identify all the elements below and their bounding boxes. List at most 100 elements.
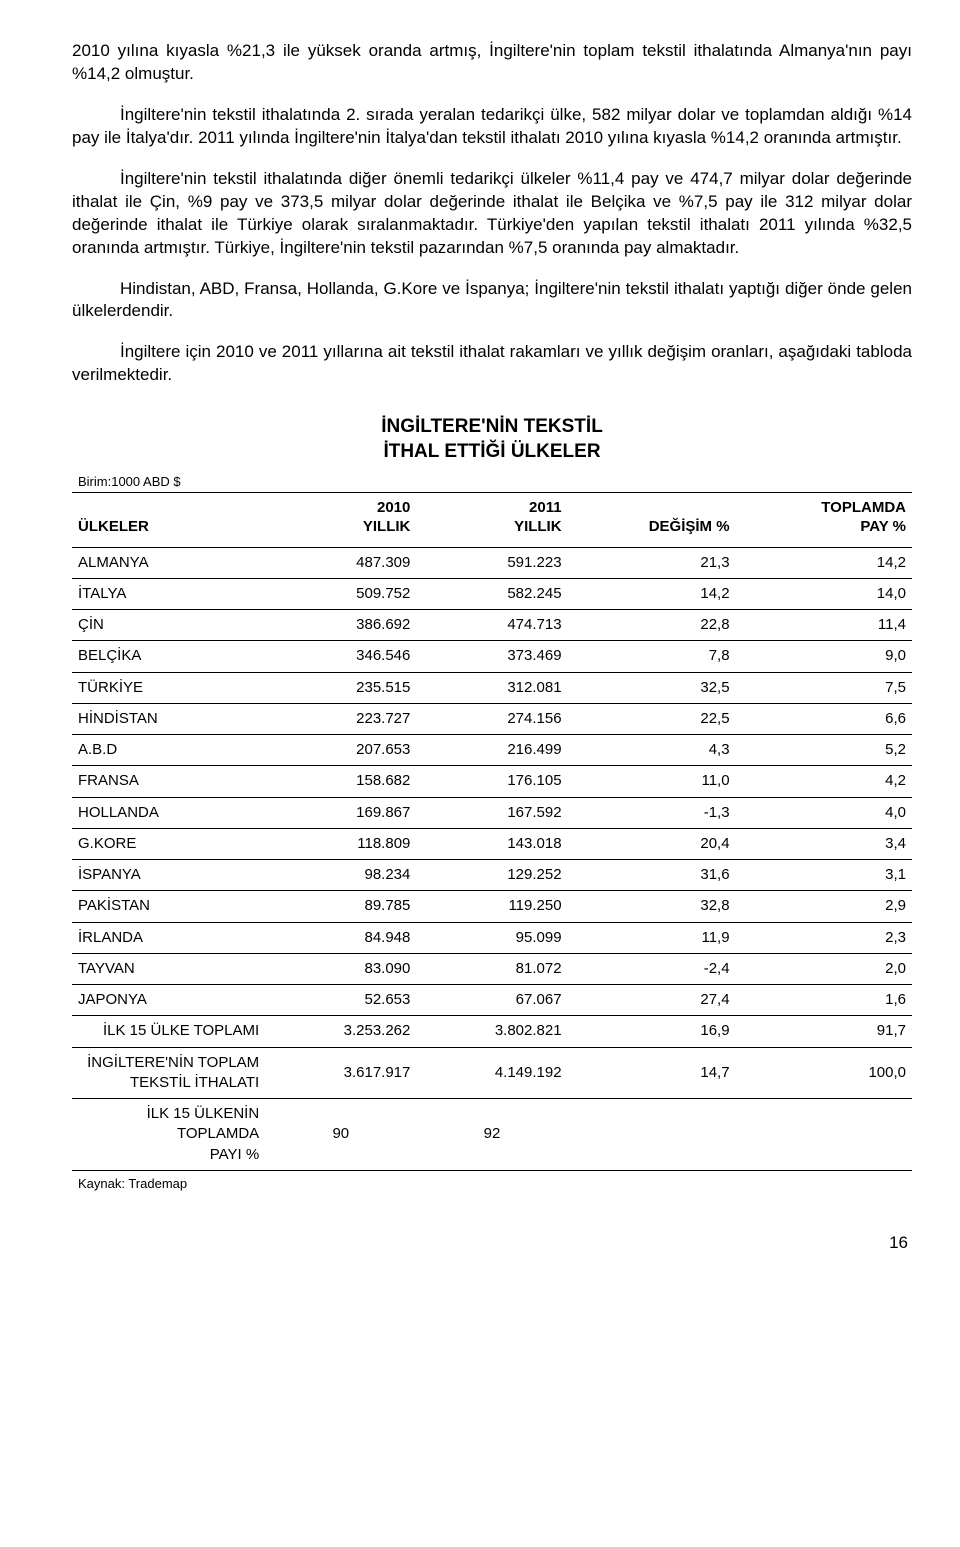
- cell-country: TAYVAN: [72, 953, 265, 984]
- import-table: ÜLKELER 2010 YILLIK 2011 YILLIK DEĞİŞİM …: [72, 493, 912, 1171]
- cell-country: PAKİSTAN: [72, 891, 265, 922]
- cell-2011: 143.018: [416, 828, 567, 859]
- cell-change: 21,3: [568, 547, 736, 578]
- cell-2010: 207.653: [265, 735, 416, 766]
- page-number: 16: [72, 1232, 912, 1255]
- table-row: G.KORE118.809143.01820,43,4: [72, 828, 912, 859]
- cell-change: 11,0: [568, 766, 736, 797]
- cell-share: 11,4: [736, 610, 912, 641]
- summary-label: İNGİLTERE'NİN TOPLAMTEKSTİL İTHALATI: [72, 1047, 265, 1099]
- cell-country: JAPONYA: [72, 985, 265, 1016]
- cell-change: 20,4: [568, 828, 736, 859]
- cell-country: İTALYA: [72, 578, 265, 609]
- cell-change: 32,8: [568, 891, 736, 922]
- table-row: TAYVAN83.09081.072-2,42,0: [72, 953, 912, 984]
- summary-change: [568, 1099, 736, 1171]
- cell-2011: 119.250: [416, 891, 567, 922]
- cell-change: 22,5: [568, 703, 736, 734]
- paragraph-4: Hindistan, ABD, Fransa, Hollanda, G.Kore…: [72, 278, 912, 324]
- cell-2010: 52.653: [265, 985, 416, 1016]
- th-share: TOPLAMDA PAY %: [736, 493, 912, 547]
- cell-2010: 98.234: [265, 860, 416, 891]
- cell-2011: 216.499: [416, 735, 567, 766]
- cell-2011: 582.245: [416, 578, 567, 609]
- summary-label: İLK 15 ÜLKENİN TOPLAMDAPAYI %: [72, 1099, 265, 1171]
- cell-country: İSPANYA: [72, 860, 265, 891]
- th-country: ÜLKELER: [72, 493, 265, 547]
- cell-2010: 235.515: [265, 672, 416, 703]
- cell-share: 3,4: [736, 828, 912, 859]
- cell-share: 4,0: [736, 797, 912, 828]
- table-body: ALMANYA487.309591.22321,314,2İTALYA509.7…: [72, 547, 912, 1016]
- summary-change: 16,9: [568, 1016, 736, 1047]
- table-row: ALMANYA487.309591.22321,314,2: [72, 547, 912, 578]
- summary-row: İNGİLTERE'NİN TOPLAMTEKSTİL İTHALATI3.61…: [72, 1047, 912, 1099]
- cell-country: G.KORE: [72, 828, 265, 859]
- cell-share: 7,5: [736, 672, 912, 703]
- cell-change: -2,4: [568, 953, 736, 984]
- cell-share: 9,0: [736, 641, 912, 672]
- cell-2011: 274.156: [416, 703, 567, 734]
- cell-2011: 312.081: [416, 672, 567, 703]
- summary-label: İLK 15 ÜLKE TOPLAMI: [72, 1016, 265, 1047]
- cell-2010: 223.727: [265, 703, 416, 734]
- table-row: İTALYA509.752582.24514,214,0: [72, 578, 912, 609]
- cell-2010: 487.309: [265, 547, 416, 578]
- th-share-b: PAY %: [860, 518, 906, 535]
- cell-share: 3,1: [736, 860, 912, 891]
- paragraph-2: İngiltere'nin tekstil ithalatında 2. sır…: [72, 104, 912, 150]
- th-2011-a: 2011: [529, 499, 562, 516]
- cell-share: 5,2: [736, 735, 912, 766]
- summary-2011: 4.149.192: [416, 1047, 567, 1099]
- table-row: ÇİN386.692474.71322,811,4: [72, 610, 912, 641]
- summary-2010: 90: [265, 1099, 416, 1171]
- cell-2011: 474.713: [416, 610, 567, 641]
- summary-2011: 3.802.821: [416, 1016, 567, 1047]
- table-title-line2: İTHAL ETTİĞİ ÜLKELER: [72, 440, 912, 465]
- cell-change: 4,3: [568, 735, 736, 766]
- summary-2010: 3.617.917: [265, 1047, 416, 1099]
- cell-change: 7,8: [568, 641, 736, 672]
- paragraph-5: İngiltere için 2010 ve 2011 yıllarına ai…: [72, 341, 912, 387]
- summary-change: 14,7: [568, 1047, 736, 1099]
- cell-country: BELÇİKA: [72, 641, 265, 672]
- cell-country: İRLANDA: [72, 922, 265, 953]
- cell-share: 2,0: [736, 953, 912, 984]
- cell-country: TÜRKİYE: [72, 672, 265, 703]
- table-row: HOLLANDA169.867167.592-1,34,0: [72, 797, 912, 828]
- cell-change: -1,3: [568, 797, 736, 828]
- th-2011-b: YILLIK: [514, 518, 562, 535]
- cell-share: 14,2: [736, 547, 912, 578]
- cell-change: 11,9: [568, 922, 736, 953]
- cell-2011: 67.067: [416, 985, 567, 1016]
- th-change-label: DEĞİŞİM %: [649, 518, 730, 535]
- cell-share: 6,6: [736, 703, 912, 734]
- th-2010-b: YILLIK: [363, 518, 411, 535]
- cell-change: 22,8: [568, 610, 736, 641]
- cell-2010: 509.752: [265, 578, 416, 609]
- cell-change: 14,2: [568, 578, 736, 609]
- table-row: FRANSA158.682176.10511,04,2: [72, 766, 912, 797]
- cell-2010: 346.546: [265, 641, 416, 672]
- table-row: PAKİSTAN89.785119.25032,82,9: [72, 891, 912, 922]
- cell-country: FRANSA: [72, 766, 265, 797]
- cell-2010: 158.682: [265, 766, 416, 797]
- table-row: TÜRKİYE235.515312.08132,57,5: [72, 672, 912, 703]
- cell-2010: 83.090: [265, 953, 416, 984]
- paragraph-3: İngiltere'nin tekstil ithalatında diğer …: [72, 168, 912, 260]
- cell-country: HOLLANDA: [72, 797, 265, 828]
- summary-row: İLK 15 ÜLKENİN TOPLAMDAPAYI %9092: [72, 1099, 912, 1171]
- th-2010: 2010 YILLIK: [265, 493, 416, 547]
- summary-2011: 92: [416, 1099, 567, 1171]
- th-share-a: TOPLAMDA: [821, 499, 906, 516]
- table-row: A.B.D207.653216.4994,35,2: [72, 735, 912, 766]
- cell-share: 2,9: [736, 891, 912, 922]
- cell-change: 31,6: [568, 860, 736, 891]
- table-row: BELÇİKA346.546373.4697,89,0: [72, 641, 912, 672]
- cell-country: HİNDİSTAN: [72, 703, 265, 734]
- cell-2010: 89.785: [265, 891, 416, 922]
- table-title-block: İNGİLTERE'NİN TEKSTİL İTHAL ETTİĞİ ÜLKEL…: [72, 415, 912, 464]
- table-summary: İLK 15 ÜLKE TOPLAMI3.253.2623.802.82116,…: [72, 1016, 912, 1171]
- cell-country: A.B.D: [72, 735, 265, 766]
- table-source: Kaynak: Trademap: [72, 1171, 912, 1193]
